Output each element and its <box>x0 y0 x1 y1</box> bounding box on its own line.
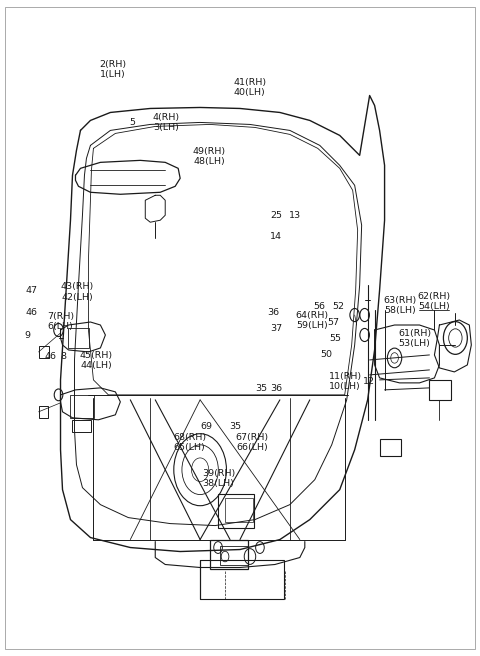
Text: 56: 56 <box>313 302 325 311</box>
Text: 61(RH)
53(LH): 61(RH) 53(LH) <box>398 329 431 348</box>
Text: 43(RH)
42(LH): 43(RH) 42(LH) <box>60 283 94 302</box>
Bar <box>38 346 49 358</box>
Bar <box>200 560 284 600</box>
Text: 35: 35 <box>255 384 268 393</box>
Text: 14: 14 <box>270 232 282 241</box>
Text: 13: 13 <box>289 211 301 220</box>
Text: 9: 9 <box>24 331 30 340</box>
Text: 50: 50 <box>320 350 332 359</box>
Bar <box>225 498 253 522</box>
Text: 7(RH)
6(LH): 7(RH) 6(LH) <box>47 312 74 331</box>
Bar <box>210 540 248 569</box>
Bar <box>220 546 248 565</box>
Text: 68(RH)
65(LH): 68(RH) 65(LH) <box>173 433 206 452</box>
Bar <box>380 439 401 456</box>
Text: 36: 36 <box>270 384 282 393</box>
Text: 25: 25 <box>270 211 282 220</box>
Text: 69: 69 <box>201 422 213 431</box>
Text: 67(RH)
66(LH): 67(RH) 66(LH) <box>235 433 268 452</box>
Text: 36: 36 <box>267 308 279 317</box>
Text: 45(RH)
44(LH): 45(RH) 44(LH) <box>80 351 113 370</box>
Text: 37: 37 <box>270 323 282 333</box>
Text: 8: 8 <box>60 352 66 361</box>
Text: 47: 47 <box>26 285 38 295</box>
Text: 39(RH)
38(LH): 39(RH) 38(LH) <box>202 469 235 488</box>
Text: 64(RH)
59(LH): 64(RH) 59(LH) <box>295 311 328 330</box>
Text: 55: 55 <box>330 334 342 343</box>
Text: 62(RH)
54(LH): 62(RH) 54(LH) <box>417 293 450 312</box>
Text: 49(RH)
48(LH): 49(RH) 48(LH) <box>192 147 226 166</box>
Text: 5: 5 <box>129 118 135 127</box>
Text: 2(RH)
1(LH): 2(RH) 1(LH) <box>100 60 127 79</box>
Bar <box>71 395 95 418</box>
Bar <box>72 420 91 432</box>
Bar <box>430 380 451 400</box>
Text: 63(RH)
58(LH): 63(RH) 58(LH) <box>384 296 417 315</box>
Text: 41(RH)
40(LH): 41(RH) 40(LH) <box>233 77 266 96</box>
Bar <box>218 493 254 527</box>
Text: 46: 46 <box>26 308 38 317</box>
Bar <box>69 328 89 348</box>
Text: 4(RH)
3(LH): 4(RH) 3(LH) <box>152 113 180 132</box>
Bar <box>38 406 48 418</box>
Text: 52: 52 <box>332 302 344 311</box>
Text: 11(RH)
10(LH): 11(RH) 10(LH) <box>329 372 362 391</box>
Text: 12: 12 <box>363 377 375 386</box>
Text: 35: 35 <box>229 422 241 431</box>
Text: 57: 57 <box>327 318 339 327</box>
Text: 46: 46 <box>45 352 57 361</box>
